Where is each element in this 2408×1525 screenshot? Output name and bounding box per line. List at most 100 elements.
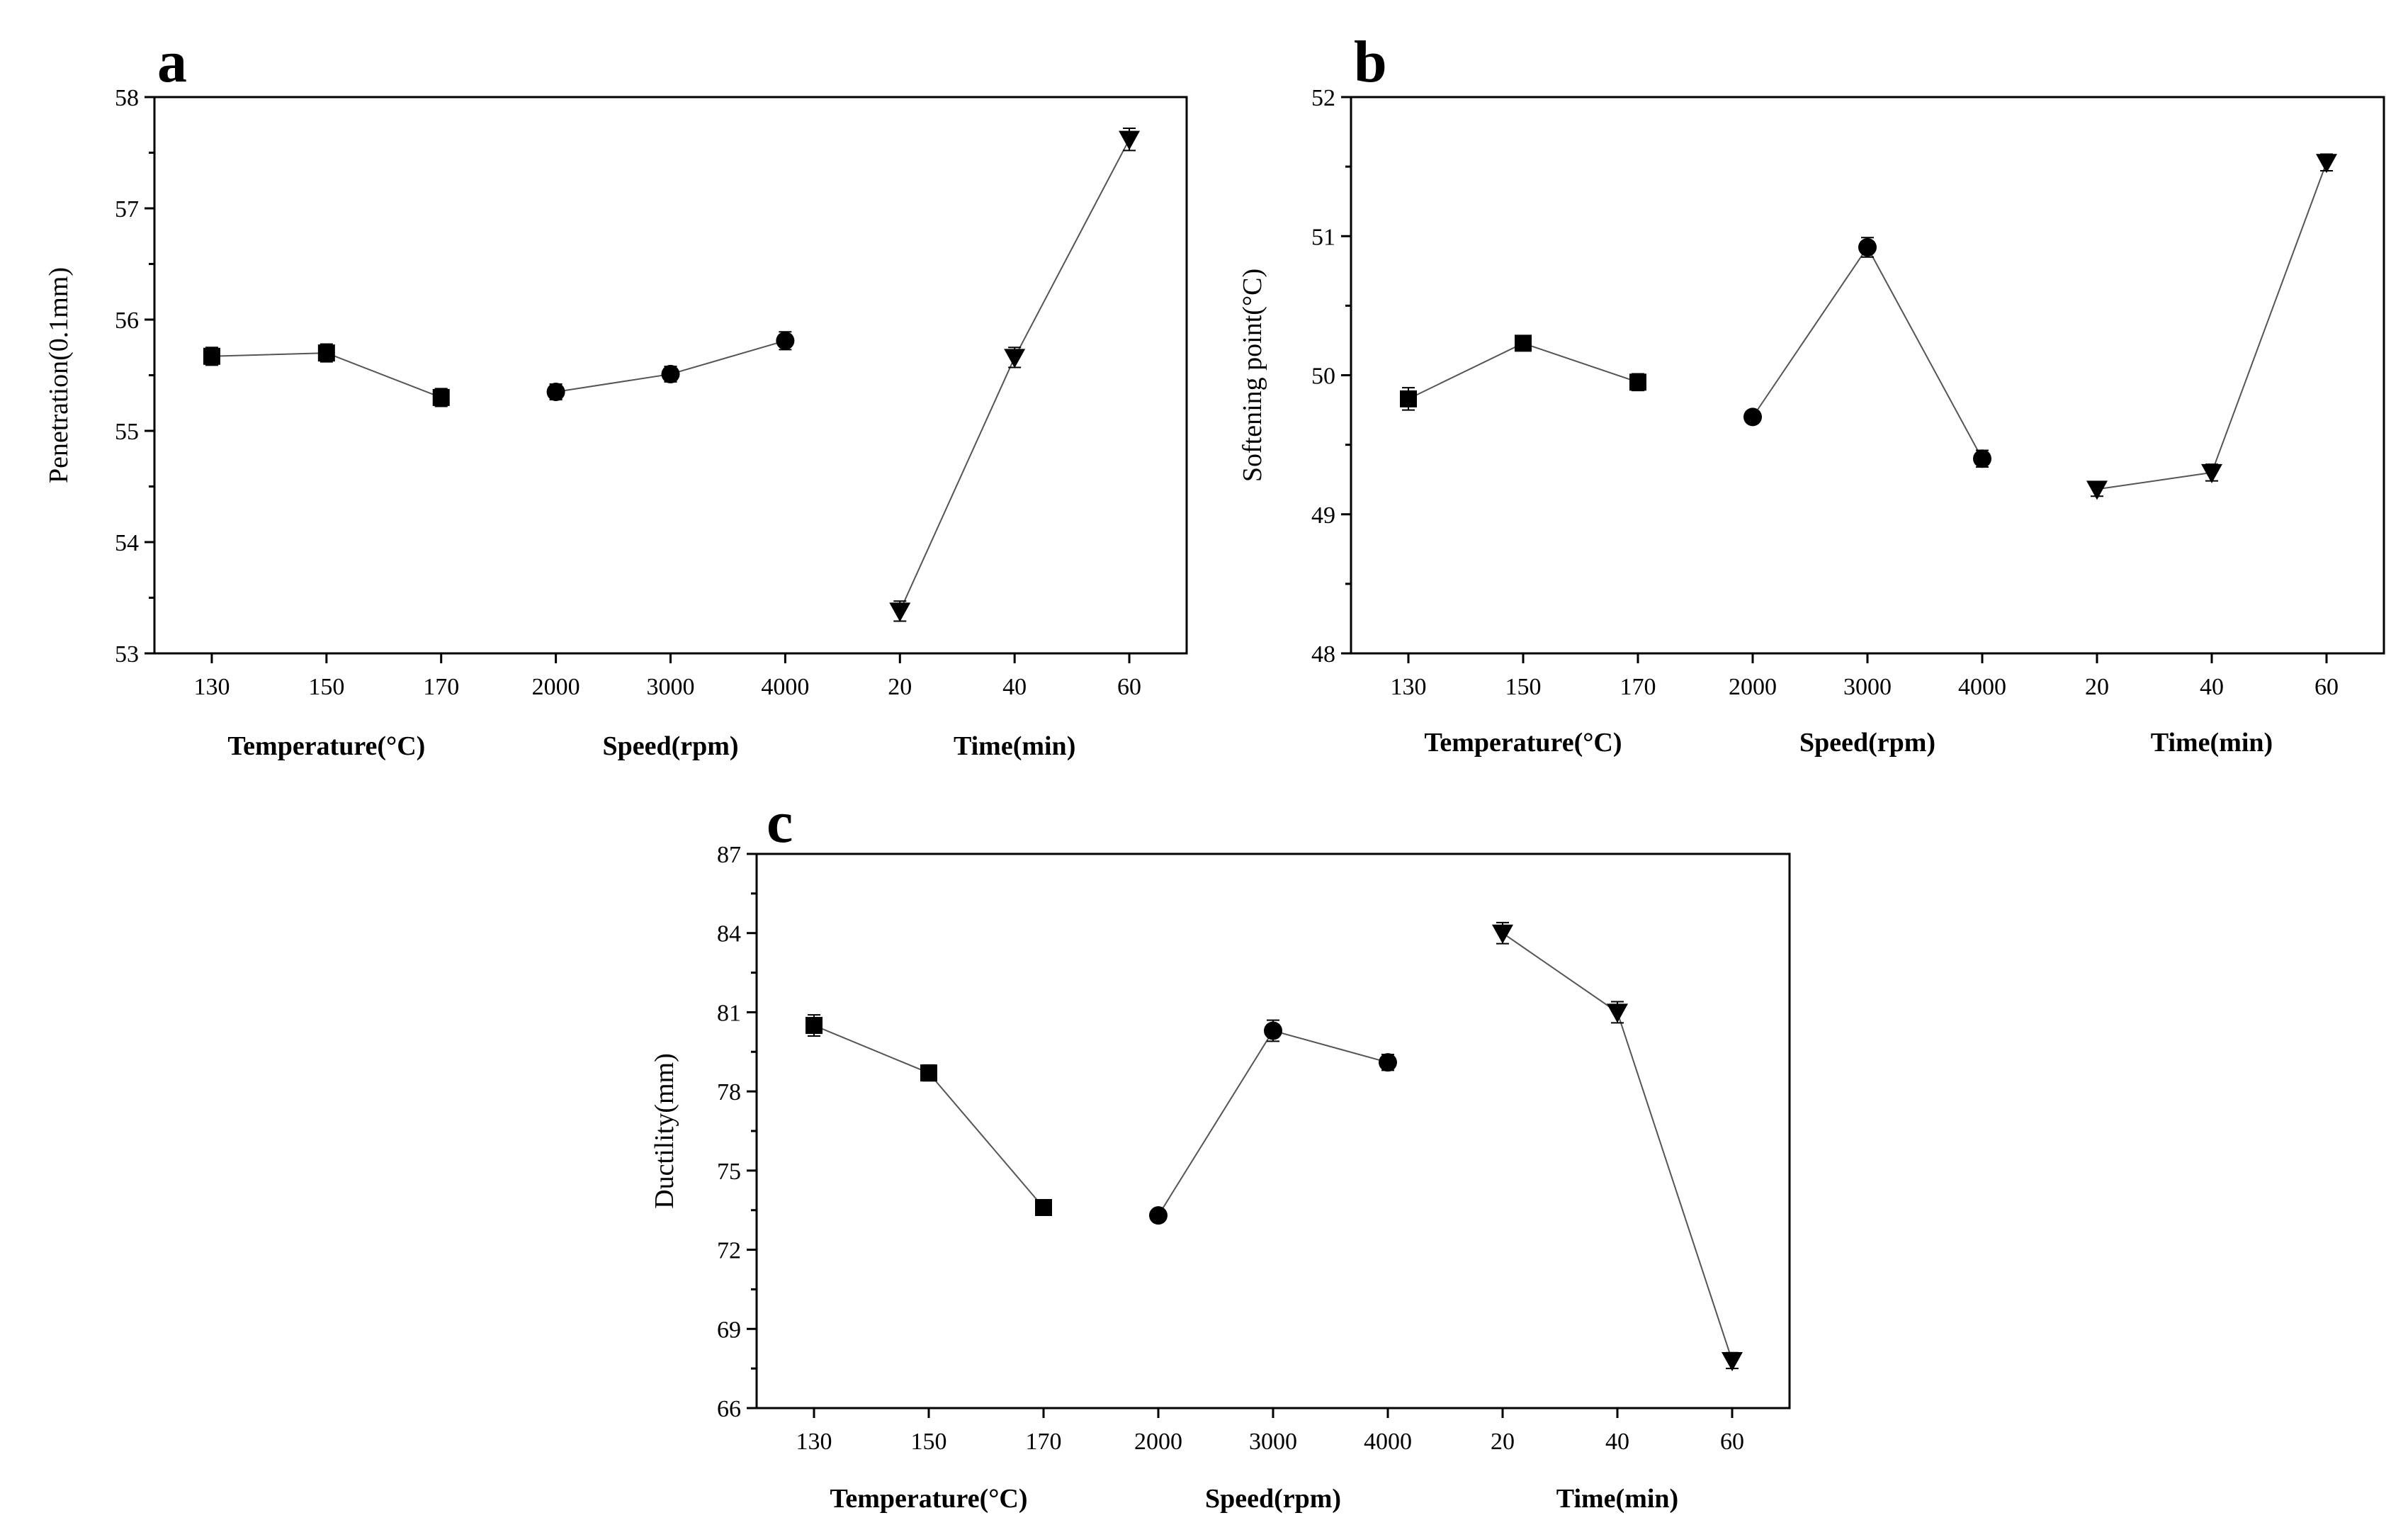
series-circle bbox=[1743, 237, 1991, 468]
y-tick-label: 55 bbox=[115, 419, 139, 445]
x-tick-label: 60 bbox=[1720, 1429, 1744, 1455]
data-point bbox=[432, 388, 450, 406]
data-point bbox=[1607, 1003, 1628, 1023]
series-triangle-down bbox=[889, 127, 1141, 622]
panel-label: c bbox=[767, 789, 793, 855]
y-tick-label: 58 bbox=[115, 85, 139, 111]
x-tick-label: 4000 bbox=[1364, 1429, 1412, 1455]
panel-label: b bbox=[1354, 29, 1387, 95]
y-tick-label: 78 bbox=[717, 1079, 741, 1105]
x-tick-label: 170 bbox=[1620, 674, 1656, 700]
y-axis-label: Ductility(mm) bbox=[650, 1053, 679, 1209]
x-group-label: Speed(rpm) bbox=[1205, 1484, 1341, 1514]
x-group-label: Time(min) bbox=[2151, 728, 2273, 758]
data-point bbox=[1004, 349, 1026, 368]
x-tick-label: 3000 bbox=[1843, 674, 1892, 700]
y-tick-label: 52 bbox=[1311, 85, 1335, 111]
x-group-label: Temperature(°C) bbox=[227, 731, 425, 761]
data-point bbox=[776, 331, 795, 350]
series-square bbox=[806, 1014, 1052, 1216]
y-axis: 48 49 50 51 52 bbox=[1311, 85, 1351, 668]
data-point bbox=[546, 383, 565, 402]
y-tick-label: 49 bbox=[1311, 502, 1335, 529]
x-tick-label: 20 bbox=[888, 674, 912, 700]
data-point bbox=[1515, 334, 1532, 352]
y-tick-label: 72 bbox=[717, 1238, 741, 1264]
data-point bbox=[1264, 1021, 1282, 1040]
x-group-label: Time(min) bbox=[954, 731, 1075, 761]
data-point bbox=[1035, 1198, 1052, 1216]
x-tick-label: 60 bbox=[2314, 674, 2339, 700]
data-point bbox=[1858, 237, 1877, 257]
x-tick-label: 4000 bbox=[761, 674, 809, 700]
x-axis: 130 150 170 Temperature(°C) 2000 3000 4000 Spee… bbox=[193, 653, 1141, 761]
series-triangle-down bbox=[2086, 153, 2337, 500]
data-point bbox=[1492, 924, 1513, 944]
data-point bbox=[203, 347, 220, 365]
data-point bbox=[1119, 130, 1141, 150]
x-tick-label: 2000 bbox=[1134, 1429, 1182, 1455]
data-point bbox=[1400, 390, 1417, 407]
series-square bbox=[203, 343, 450, 407]
x-tick-label: 3000 bbox=[1249, 1429, 1297, 1455]
x-tick-label: 20 bbox=[1491, 1429, 1515, 1455]
data-point bbox=[806, 1017, 823, 1035]
x-tick-label: 2000 bbox=[1729, 674, 1777, 700]
y-tick-label: 54 bbox=[115, 530, 139, 556]
x-tick-label: 170 bbox=[423, 674, 459, 700]
y-tick-label: 51 bbox=[1311, 224, 1335, 250]
data-point bbox=[2316, 154, 2337, 174]
data-point bbox=[661, 364, 680, 383]
y-tick-label: 66 bbox=[717, 1396, 741, 1422]
x-tick-label: 150 bbox=[1505, 674, 1542, 700]
series-circle bbox=[1149, 1019, 1397, 1225]
y-axis-label: Penetration(0.1mm) bbox=[44, 267, 74, 483]
x-tick-label: 20 bbox=[2085, 674, 2109, 700]
data-point bbox=[1743, 407, 1762, 427]
y-tick-label: 84 bbox=[717, 921, 741, 947]
panel-b: b 48 49 50 51 52 Softening point(°C) 130 150 170 T… bbox=[1238, 29, 2385, 758]
data-point bbox=[1379, 1053, 1397, 1072]
x-group-label: Speed(rpm) bbox=[1799, 728, 1935, 758]
y-tick-label: 56 bbox=[115, 308, 139, 334]
x-group-label: Speed(rpm) bbox=[602, 731, 738, 761]
data-point bbox=[2086, 480, 2108, 500]
x-tick-label: 40 bbox=[1002, 674, 1027, 700]
y-tick-label: 48 bbox=[1311, 641, 1335, 668]
y-tick-label: 87 bbox=[717, 842, 741, 868]
y-tick-label: 81 bbox=[717, 1000, 741, 1026]
series-square bbox=[1400, 334, 1646, 411]
y-tick-label: 75 bbox=[717, 1159, 741, 1185]
data-point bbox=[889, 602, 911, 622]
data-point bbox=[1722, 1351, 1743, 1371]
y-axis: 66 69 72 75 78 81 84 87 bbox=[717, 842, 757, 1422]
series-triangle-down bbox=[1492, 921, 1743, 1371]
x-tick-label: 40 bbox=[1605, 1429, 1629, 1455]
x-tick-label: 150 bbox=[911, 1429, 947, 1455]
x-tick-label: 150 bbox=[308, 674, 344, 700]
x-tick-label: 2000 bbox=[532, 674, 580, 700]
x-group-label: Temperature(°C) bbox=[830, 1484, 1027, 1514]
data-point bbox=[1973, 449, 1991, 468]
x-tick-label: 3000 bbox=[647, 674, 695, 700]
x-tick-label: 4000 bbox=[1958, 674, 2006, 700]
data-point bbox=[2201, 463, 2222, 483]
data-point bbox=[317, 344, 335, 362]
y-axis: 53 54 55 56 57 58 bbox=[115, 85, 154, 668]
x-group-label: Temperature(°C) bbox=[1424, 728, 1622, 758]
data-point bbox=[1629, 373, 1646, 391]
panel-label: a bbox=[157, 29, 187, 95]
data-point bbox=[1149, 1206, 1168, 1225]
series-circle bbox=[546, 331, 795, 402]
y-tick-label: 53 bbox=[115, 641, 139, 668]
x-tick-label: 130 bbox=[796, 1429, 832, 1455]
x-tick-label: 60 bbox=[1117, 674, 1141, 700]
y-tick-label: 69 bbox=[717, 1317, 741, 1343]
x-tick-label: 130 bbox=[1391, 674, 1427, 700]
x-tick-label: 130 bbox=[193, 674, 230, 700]
panel-c: c 66 69 72 75 78 81 84 87 Ductility(mm) 130 150 170 T… bbox=[650, 789, 1791, 1514]
x-axis: 130 150 170 Temperature(°C) 2000 3000 4000 Spee… bbox=[1391, 653, 2339, 758]
y-axis-label: Softening point(°C) bbox=[1238, 269, 1267, 482]
